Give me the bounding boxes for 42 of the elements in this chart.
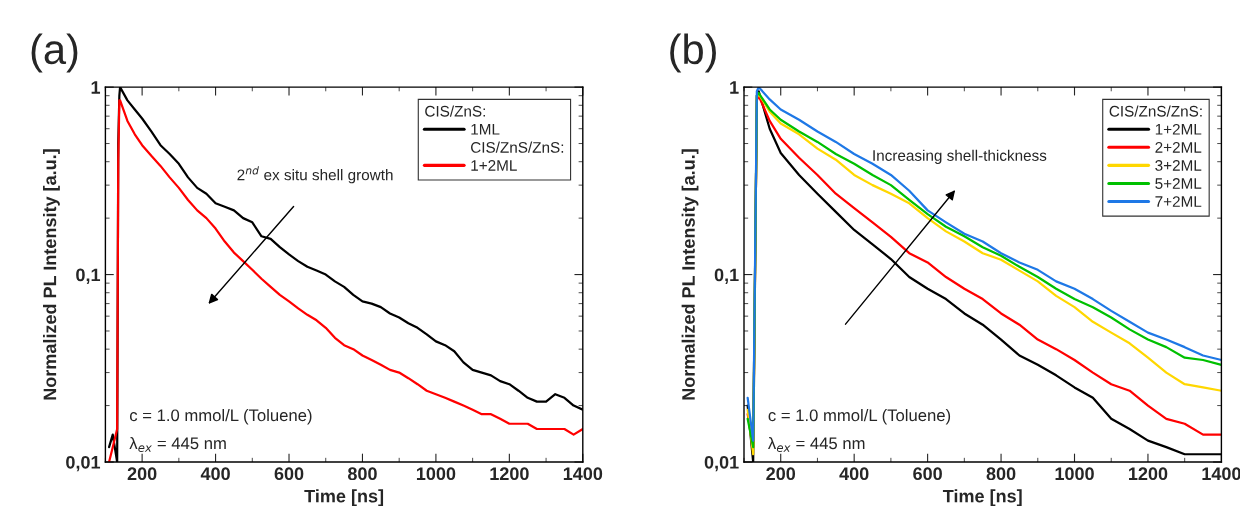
legend-title: CIS/ZnS/ZnS: (1109, 105, 1202, 117)
x-tick-label: 400 (839, 467, 869, 481)
annotation: c = 1.0 mmol/L (Toluene) (129, 408, 312, 425)
x-tick-label: 1400 (1202, 467, 1240, 481)
y-axis-title: Normalized PL Intensity [a.u.] (681, 149, 699, 400)
x-tick-label: 800 (347, 467, 377, 481)
y-tick-label: 0,01 (66, 455, 101, 472)
y-tick-label: 1 (730, 81, 739, 94)
x-tick-label: 1400 (563, 467, 603, 481)
x-tick-label: 1000 (1055, 467, 1094, 481)
x-tick-label: 1000 (416, 467, 456, 481)
y-tick-label: 0,01 (704, 455, 739, 472)
annotation: λ$_{ex}$ = 445 nm (767, 437, 865, 452)
legend-label: 1ML (471, 124, 500, 135)
annotation: Increasing shell-thickness (873, 149, 1047, 164)
chart-title: (a) (31, 33, 78, 73)
x-tick-label: 1200 (490, 467, 529, 481)
x-tick-label: 600 (913, 467, 942, 481)
legend-label: 5+2ML (1155, 178, 1202, 189)
x-axis-title: Time [ns] (942, 489, 1022, 507)
annotation: c = 1.0 mmol/L (Toluene) (768, 408, 951, 425)
chart-title: (b) (670, 33, 716, 73)
x-tick-label: 200 (766, 467, 796, 481)
legend-label: 3+2ML (1155, 160, 1202, 171)
legend-label: 1+2ML (471, 160, 517, 171)
annotation: λ$_{ex}$ = 445 nm (129, 437, 226, 452)
x-axis-title: Time [ns] (304, 489, 384, 507)
annotation: CIS/ZnS/ZnS: (471, 141, 564, 153)
annotation: 2$^{nd}$ ex situ shell growth (237, 166, 393, 184)
legend-label: 7+2ML (1155, 196, 1202, 207)
legend-title: CIS/ZnS: (425, 105, 485, 117)
y-tick-label: 0,1 (714, 268, 739, 284)
x-tick-label: 200 (127, 467, 157, 481)
x-tick-label: 800 (986, 467, 1016, 481)
y-axis-title: Normalized PL Intensity [a.u.] (43, 149, 60, 400)
x-tick-label: 400 (200, 467, 230, 481)
x-tick-label: 600 (274, 467, 304, 481)
x-tick-label: 1200 (1129, 467, 1168, 481)
y-tick-label: 0,1 (76, 268, 101, 284)
legend-label: 1+2ML (1155, 123, 1202, 135)
y-tick-label: 1 (91, 81, 101, 94)
legend-label: 2+2ML (1155, 141, 1202, 153)
